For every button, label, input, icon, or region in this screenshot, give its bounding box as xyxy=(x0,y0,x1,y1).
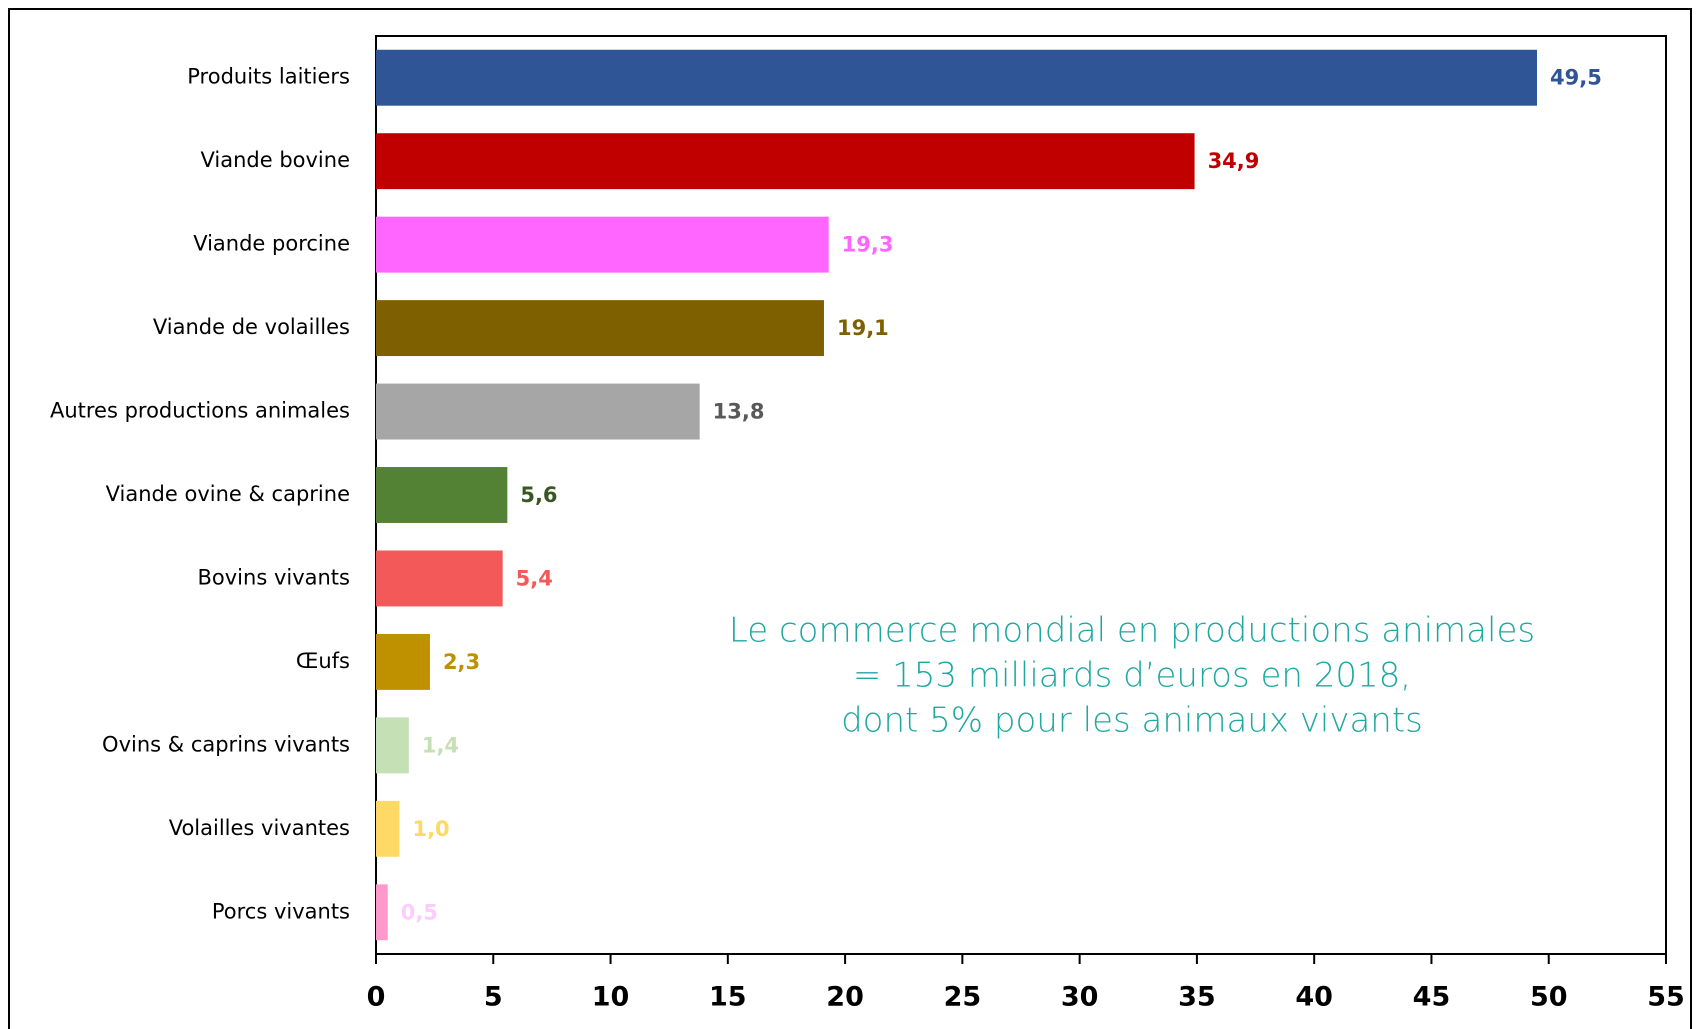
bar xyxy=(376,717,409,774)
y-tick-label: Ovins & caprins vivants xyxy=(102,732,350,756)
annotation: = 153 milliards d’euros en 2018, xyxy=(853,656,1411,696)
x-tick-label: 0 xyxy=(367,982,386,1013)
value-label: 19,1 xyxy=(837,316,889,340)
x-tick-label: 45 xyxy=(1413,982,1451,1013)
bar xyxy=(376,133,1195,190)
y-tick-label: Produits laitiers xyxy=(187,65,350,89)
y-tick-label: Viande bovine xyxy=(200,148,350,172)
frame xyxy=(8,8,1692,1029)
x-tick-label: 15 xyxy=(709,982,747,1013)
x-tick-label: 35 xyxy=(1178,982,1216,1013)
x-tick-label: 25 xyxy=(944,982,982,1013)
annotation: dont 5% pour les animaux vivants xyxy=(841,701,1423,741)
bar xyxy=(376,633,430,690)
y-tick-label: Porcs vivants xyxy=(212,899,350,923)
value-label: 13,8 xyxy=(713,400,765,424)
value-label: 1,4 xyxy=(422,733,459,757)
x-tick-label: 50 xyxy=(1530,982,1568,1013)
x-tick-label: 10 xyxy=(592,982,630,1013)
x-tick-label: 5 xyxy=(484,982,503,1013)
y-tick-label: Bovins vivants xyxy=(198,565,351,589)
bar xyxy=(376,550,503,607)
y-tick-label: Volailles vivantes xyxy=(169,816,350,840)
value-label: 19,3 xyxy=(842,233,894,257)
bar xyxy=(376,383,700,440)
bar xyxy=(376,216,829,273)
y-tick-label: Viande de volailles xyxy=(153,315,350,339)
x-tick-label: 55 xyxy=(1647,982,1685,1013)
bar xyxy=(376,800,400,857)
value-label: 1,0 xyxy=(412,817,449,841)
value-label: 34,9 xyxy=(1208,149,1260,173)
bar xyxy=(376,49,1537,106)
value-label: 5,6 xyxy=(520,483,557,507)
x-tick-label: 20 xyxy=(826,982,864,1013)
annotation: Le commerce mondial en productions anima… xyxy=(729,611,1535,651)
value-label: 5,4 xyxy=(516,566,553,590)
bar xyxy=(376,467,508,523)
x-tick-label: 30 xyxy=(1061,982,1099,1013)
value-label: 49,5 xyxy=(1550,66,1602,90)
x-tick-label: 40 xyxy=(1295,982,1333,1013)
y-tick-label: Œufs xyxy=(296,649,350,673)
bar xyxy=(376,884,388,941)
value-label: 2,3 xyxy=(443,650,480,674)
bar xyxy=(376,300,824,357)
value-label: 0,5 xyxy=(401,900,438,924)
y-tick-label: Autres productions animales xyxy=(50,399,350,423)
y-tick-label: Viande ovine & caprine xyxy=(106,482,350,506)
y-tick-label: Viande porcine xyxy=(193,232,350,256)
